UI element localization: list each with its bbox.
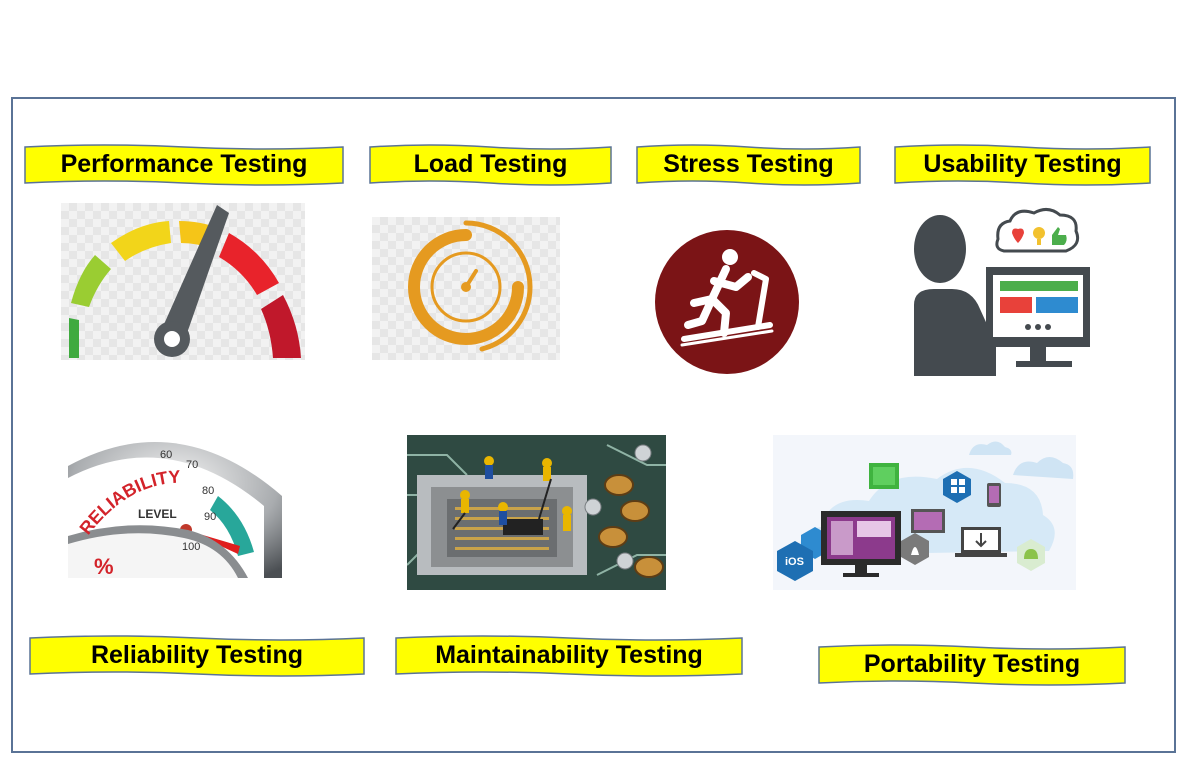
banner-usability-testing: Usability Testing: [894, 143, 1151, 186]
circuit-board-workers-icon: [407, 435, 666, 590]
banner-label: Performance Testing: [60, 149, 308, 178]
banner-load-testing: Load Testing: [369, 143, 612, 186]
gauge-tick: 60: [160, 449, 172, 461]
stopwatch-icon: [372, 217, 560, 360]
gauge-percent: %: [94, 554, 114, 578]
banner-shape: [395, 635, 743, 677]
gauge-tick: 100: [182, 541, 200, 553]
gauge-sub-text: LEVEL: [138, 507, 177, 521]
banner-label: Load Testing: [413, 149, 568, 178]
multi-platform-devices-icon: iOS: [773, 435, 1076, 590]
banner-shape: [369, 144, 612, 186]
banner-shape: [894, 144, 1151, 186]
banner-label: Reliability Testing: [90, 640, 304, 669]
gauge-tick: 90: [204, 511, 216, 523]
gauge-tick: 80: [202, 485, 214, 497]
banner-shape: [24, 144, 344, 186]
banner-maintainability-testing: Maintainability Testing: [395, 634, 743, 677]
banner-label: Stress Testing: [663, 149, 834, 178]
treadmill-runner-icon: [654, 229, 800, 375]
gauge-tick: 70: [186, 459, 198, 471]
speedometer-icon: [61, 203, 305, 360]
banner-shape: [636, 144, 861, 186]
banner-portability-testing: Portability Testing: [818, 643, 1126, 686]
banner-label: Maintainability Testing: [435, 640, 703, 669]
ios-label: iOS: [785, 556, 804, 568]
banner-stress-testing: Stress Testing: [636, 143, 861, 186]
user-at-computer-icon: [912, 205, 1090, 376]
banner-reliability-testing: Reliability Testing: [29, 634, 365, 677]
banner-performance-testing: Performance Testing: [24, 143, 344, 186]
banner-shape: [818, 644, 1126, 686]
banner-label: Portability Testing: [863, 649, 1081, 678]
banner-shape: [29, 635, 365, 677]
banner-label: Usability Testing: [923, 149, 1122, 178]
reliability-gauge-icon: 60 70 80 90 100 RELIABILITY LEVEL %: [68, 426, 282, 578]
